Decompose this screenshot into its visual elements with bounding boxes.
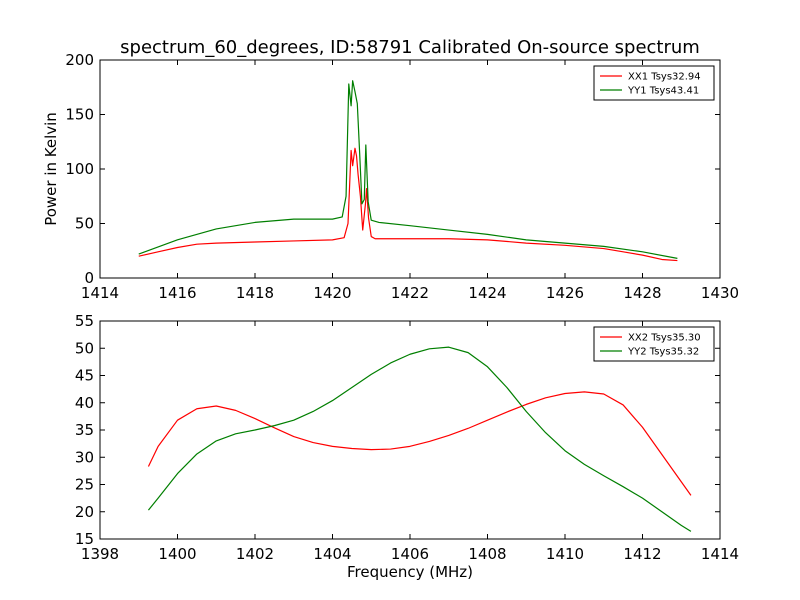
plot-frame bbox=[99, 59, 721, 279]
x-tick-label: 1404 bbox=[313, 545, 351, 563]
y-tick-label: 35 bbox=[75, 421, 94, 439]
legend-box bbox=[593, 65, 715, 101]
chart-title: spectrum_60_degrees, ID:58791 Calibrated… bbox=[120, 37, 700, 58]
top-y-axis-label: Power in Kelvin bbox=[42, 112, 60, 226]
x-tick-label: 1416 bbox=[158, 284, 196, 302]
x-tick-label: 1398 bbox=[81, 545, 119, 563]
y-tick-label: 50 bbox=[75, 215, 94, 233]
y-tick-label: 200 bbox=[65, 51, 94, 69]
x-tick-label: 1420 bbox=[313, 284, 351, 302]
x-tick-label: 1414 bbox=[701, 545, 739, 563]
y-tick-label: 45 bbox=[75, 367, 94, 385]
x-tick-label: 1410 bbox=[546, 545, 584, 563]
x-tick-label: 1428 bbox=[623, 284, 661, 302]
y-tick-label: 20 bbox=[75, 503, 94, 521]
x-tick-label: 1400 bbox=[158, 545, 196, 563]
x-tick-label: 1412 bbox=[623, 545, 661, 563]
legend: XX2 Tsys35.30 YY2 Tsys35.32 bbox=[593, 326, 715, 362]
x-tick-label: 1424 bbox=[468, 284, 506, 302]
y-tick-label: 25 bbox=[75, 476, 94, 494]
x-tick-label: 1408 bbox=[468, 545, 506, 563]
x-tick-label: 1418 bbox=[236, 284, 274, 302]
y-tick-label: 150 bbox=[65, 106, 94, 124]
x-tick-label: 1402 bbox=[236, 545, 274, 563]
y-tick-label: 100 bbox=[65, 160, 94, 178]
y-tick-label: 55 bbox=[75, 312, 94, 330]
legend-entry-1: XX2 Tsys35.30 bbox=[628, 333, 701, 344]
legend-box bbox=[593, 326, 715, 362]
y-tick-label: 50 bbox=[75, 339, 94, 357]
x-tick-label: 1406 bbox=[391, 545, 429, 563]
series-line-1 bbox=[147, 391, 692, 496]
y-tick-label: 15 bbox=[75, 530, 94, 548]
legend: XX1 Tsys32.94 YY1 Tsys43.41 bbox=[593, 65, 715, 101]
y-tick-label: 0 bbox=[84, 269, 94, 287]
series-line-1 bbox=[138, 147, 678, 262]
bottom-x-axis-label: Frequency (MHz) bbox=[347, 563, 473, 581]
x-tick-label: 1422 bbox=[391, 284, 429, 302]
legend-entry-2: YY1 Tsys43.41 bbox=[627, 86, 699, 97]
x-tick-label: 1426 bbox=[546, 284, 584, 302]
bottom-spectrum-plot: Frequency (MHz) 1398 1400 1402 1404 1406 1408… bbox=[75, 312, 739, 581]
top-spectrum-plot: Power in Kelvin 1414 1416 1418 1420 1422 1424… bbox=[42, 51, 739, 302]
legend-entry-1: XX1 Tsys32.94 bbox=[628, 72, 701, 83]
y-tick-label: 40 bbox=[75, 394, 94, 412]
legend-entry-2: YY2 Tsys35.32 bbox=[627, 347, 699, 358]
plot-frame bbox=[99, 320, 721, 540]
series-line-2 bbox=[138, 80, 678, 259]
x-tick-label: 1414 bbox=[81, 284, 119, 302]
series-line-2 bbox=[147, 346, 692, 532]
y-tick-label: 30 bbox=[75, 448, 94, 466]
x-tick-label: 1430 bbox=[701, 284, 739, 302]
